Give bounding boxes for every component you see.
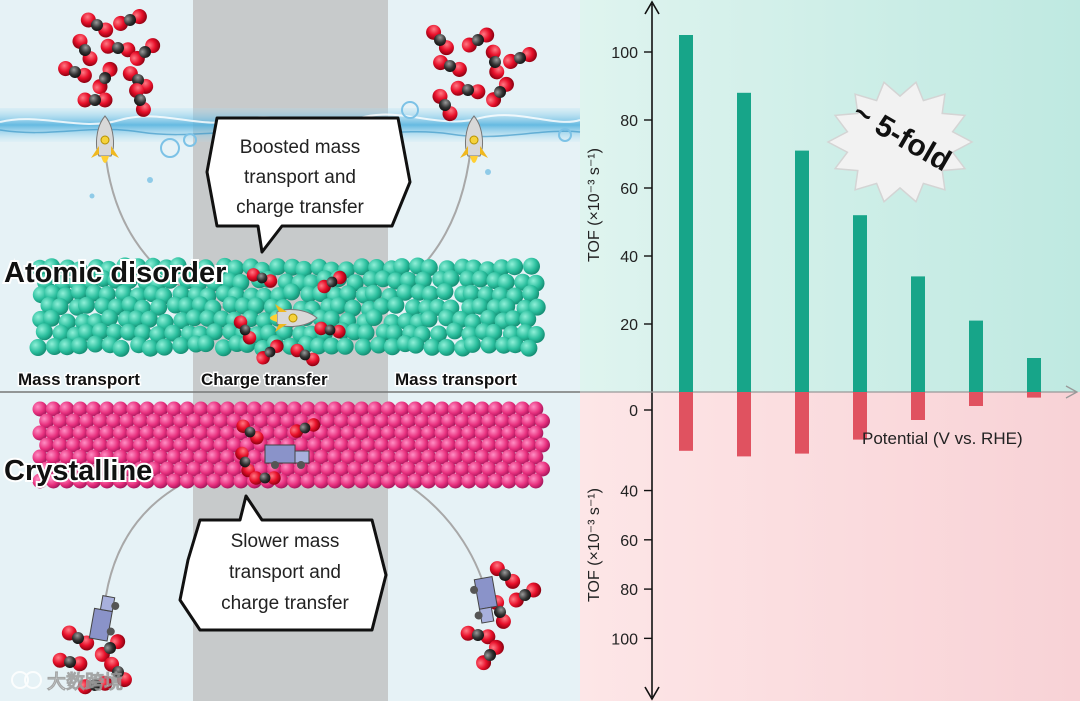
boosted-callout: Boosted mass transport and charge transf… xyxy=(205,116,412,254)
co2-molecule xyxy=(486,76,514,108)
co2-molecule xyxy=(122,66,154,94)
co2-molecule xyxy=(80,12,114,38)
top-y-axis-label: TOF (×10⁻³ s⁻¹) xyxy=(586,148,603,262)
bottom-tick-label: 100 xyxy=(611,631,638,648)
co2-molecule xyxy=(432,88,458,122)
y-axis-arrow-down xyxy=(644,686,660,701)
y-axis-arrow-up xyxy=(644,0,660,15)
bottom-bar xyxy=(795,392,809,454)
truck-icon xyxy=(264,444,310,469)
slower-callout: Slower mass transport and charge transfe… xyxy=(178,494,388,632)
charge-transfer-label: Charge transfer xyxy=(201,370,328,389)
co2-molecule xyxy=(246,268,278,288)
mass-transport-right-label: Mass transport xyxy=(395,370,517,389)
bottom-bar xyxy=(1027,392,1041,398)
bottom-y-axis-label: TOF (×10⁻³ s⁻¹) xyxy=(586,488,603,602)
bottom-bar xyxy=(853,392,867,440)
co2-molecule xyxy=(94,634,126,662)
boosted-callout-line-3: charge transfer xyxy=(236,197,364,218)
co2-molecule xyxy=(77,92,113,108)
co2-molecule xyxy=(58,61,92,83)
co2-molecule xyxy=(256,339,284,365)
top-tick-label: 40 xyxy=(620,249,638,266)
crystalline-atom-layer xyxy=(32,401,550,489)
top-tick-label: 100 xyxy=(611,45,638,62)
watermark-text: 大数跨境 xyxy=(47,670,123,693)
bottom-bar xyxy=(969,392,983,406)
x-axis-label: Potential (V vs. RHE) xyxy=(862,429,1023,448)
slower-callout-line-3: charge transfer xyxy=(221,593,349,614)
crystalline-title: Crystalline xyxy=(4,455,152,487)
tof-chart: 20 40 60 80 100 0 40 60 80 100 TOF (×10⁻³ s⁻¹) T… xyxy=(580,0,1079,701)
co2-molecule xyxy=(61,625,95,651)
co2-molecule xyxy=(450,80,486,100)
top-bar xyxy=(969,320,983,392)
co2-molecule xyxy=(290,343,320,367)
co2-molecule xyxy=(129,38,161,66)
co2-molecule xyxy=(92,61,118,95)
co2-molecule xyxy=(508,582,542,608)
top-bar xyxy=(911,276,925,392)
bottom-bar xyxy=(679,392,693,451)
co2-molecule xyxy=(485,44,505,80)
rocket-icon xyxy=(270,304,318,332)
chart-top-background xyxy=(580,0,1080,392)
truck-icon xyxy=(88,595,120,642)
co2-molecule xyxy=(314,321,346,339)
chart-bottom-background xyxy=(580,392,1080,701)
top-bar xyxy=(853,215,867,392)
slower-callout-line-2: transport and xyxy=(229,562,341,583)
bottom-tick-label: 40 xyxy=(620,484,638,501)
bottom-bar xyxy=(911,392,925,420)
bottom-tick-label: 60 xyxy=(620,533,638,550)
co2-molecule xyxy=(236,419,264,445)
slower-callout-line-1: Slower mass xyxy=(231,531,340,552)
co2-molecule xyxy=(113,9,147,31)
co2-molecule xyxy=(433,55,467,77)
top-bar xyxy=(1027,358,1041,392)
top-tick-label: 20 xyxy=(620,317,638,334)
co2-molecule xyxy=(100,38,136,58)
co2-molecule xyxy=(77,675,113,695)
bottom-tick-label: 80 xyxy=(620,582,638,599)
co2-molecule xyxy=(72,33,98,67)
top-tick-label: 60 xyxy=(620,181,638,198)
mass-transport-left-label: Mass transport xyxy=(18,370,140,389)
co2-molecule xyxy=(129,83,151,117)
co2-molecule xyxy=(233,315,257,345)
watermark: 大数跨境 xyxy=(11,670,123,693)
co2-molecule xyxy=(476,639,504,671)
truck-icon xyxy=(470,576,498,624)
co2-molecule xyxy=(461,27,495,53)
co2-molecule xyxy=(489,561,521,589)
co2-molecule xyxy=(460,625,496,645)
boosted-callout-line-1: Boosted mass xyxy=(240,137,360,158)
co2-molecule xyxy=(52,652,88,672)
five-fold-burst: ~ 5-fold xyxy=(826,81,974,203)
bottom-tick-label: 0 xyxy=(629,403,638,420)
top-bar xyxy=(737,92,751,393)
atomic-disorder-title: Atomic disorder xyxy=(4,257,226,289)
rocket-icon xyxy=(460,115,488,163)
co2-molecule xyxy=(104,656,132,688)
co2-molecule xyxy=(317,270,347,294)
rocket-icon xyxy=(91,115,119,163)
co2-molecule xyxy=(249,471,281,485)
top-bar xyxy=(679,35,693,392)
top-bar xyxy=(795,150,809,392)
x-axis-arrow xyxy=(1065,385,1079,399)
top-tick-label: 80 xyxy=(620,113,638,130)
co2-molecule xyxy=(503,47,537,69)
boosted-callout-line-2: transport and xyxy=(244,167,356,188)
co2-molecules xyxy=(52,9,542,695)
co2-molecule xyxy=(426,24,454,56)
co2-molecule xyxy=(289,418,321,438)
bottom-bar xyxy=(737,392,751,457)
